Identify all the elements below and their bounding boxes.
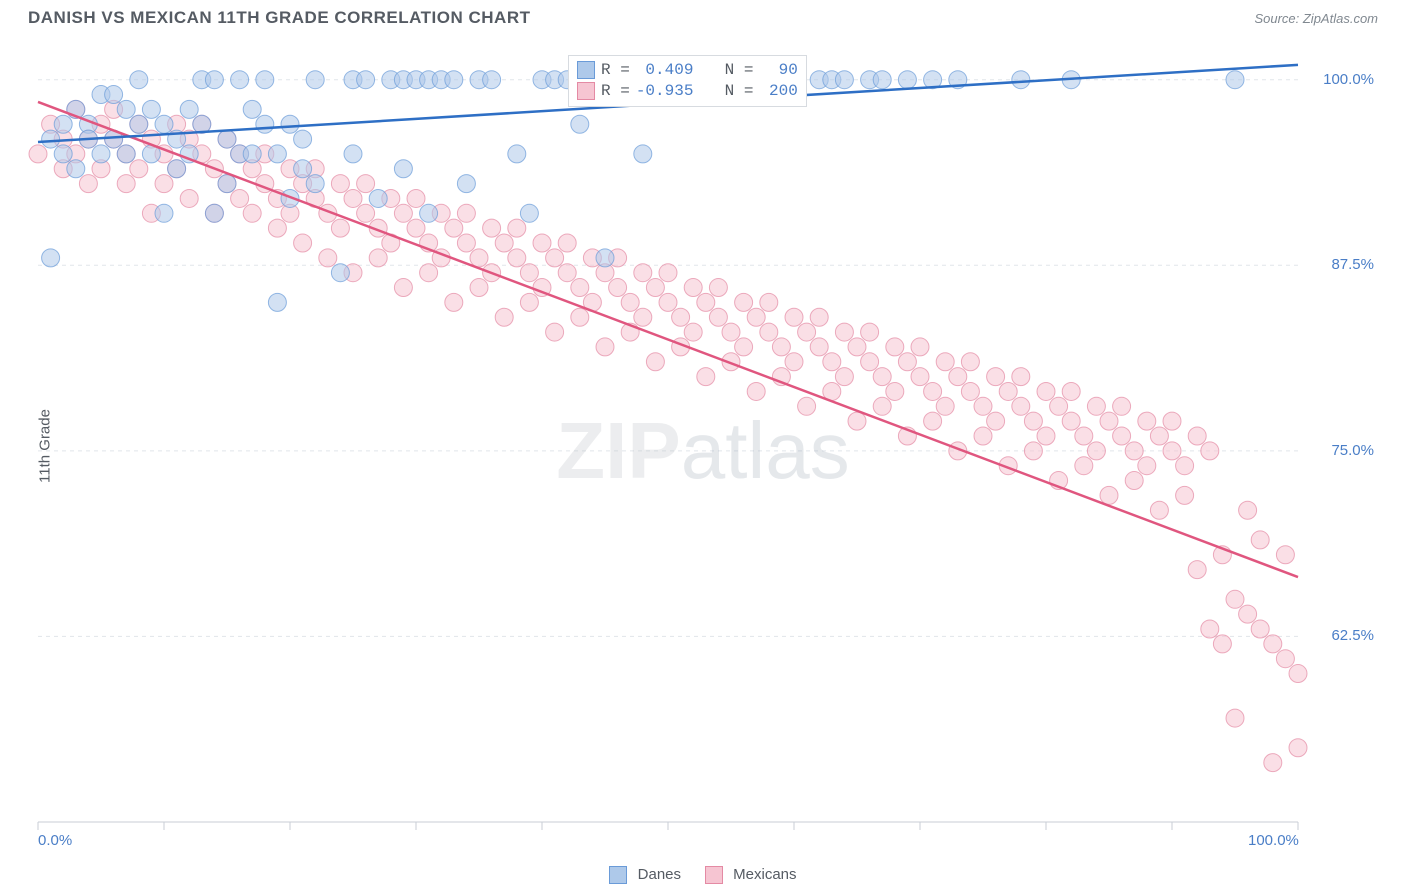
source-label: Source: ZipAtlas.com — [1254, 11, 1378, 26]
x-tick-label: 0.0% — [38, 832, 72, 849]
y-tick-label: 62.5% — [1331, 627, 1374, 644]
stats-legend-box: R = 0.409 N = 90 R = -0.935 N = 200 — [568, 55, 807, 107]
legend-swatch-danes — [609, 866, 627, 884]
legend-label-danes: Danes — [638, 866, 681, 883]
r-value-danes: 0.409 — [636, 60, 694, 81]
stats-row-mexicans: R = -0.935 N = 200 — [577, 81, 798, 102]
r-label: R = — [601, 81, 630, 102]
stats-row-danes: R = 0.409 N = 90 — [577, 60, 798, 81]
r-label: R = — [601, 60, 630, 81]
bottom-legend: Danes Mexicans — [0, 866, 1406, 884]
legend-item-danes: Danes — [609, 866, 681, 884]
legend-label-mexicans: Mexicans — [733, 866, 796, 883]
scatter-chart — [28, 50, 1378, 852]
legend-swatch-mexicans — [705, 866, 723, 884]
n-value-danes: 90 — [759, 60, 797, 81]
swatch-mexicans — [577, 82, 595, 100]
y-tick-label: 75.0% — [1331, 442, 1374, 459]
chart-area: ZIPatlas R = 0.409 N = 90 R = -0.935 N =… — [28, 50, 1378, 852]
swatch-danes — [577, 61, 595, 79]
y-tick-label: 100.0% — [1323, 71, 1374, 88]
legend-item-mexicans: Mexicans — [705, 866, 797, 884]
r-value-mexicans: -0.935 — [636, 81, 694, 102]
n-value-mexicans: 200 — [759, 81, 797, 102]
n-label: N = — [725, 81, 754, 102]
x-tick-label: 100.0% — [1248, 832, 1299, 849]
y-tick-label: 87.5% — [1331, 256, 1374, 273]
chart-title: DANISH VS MEXICAN 11TH GRADE CORRELATION… — [28, 8, 531, 28]
n-label: N = — [725, 60, 754, 81]
